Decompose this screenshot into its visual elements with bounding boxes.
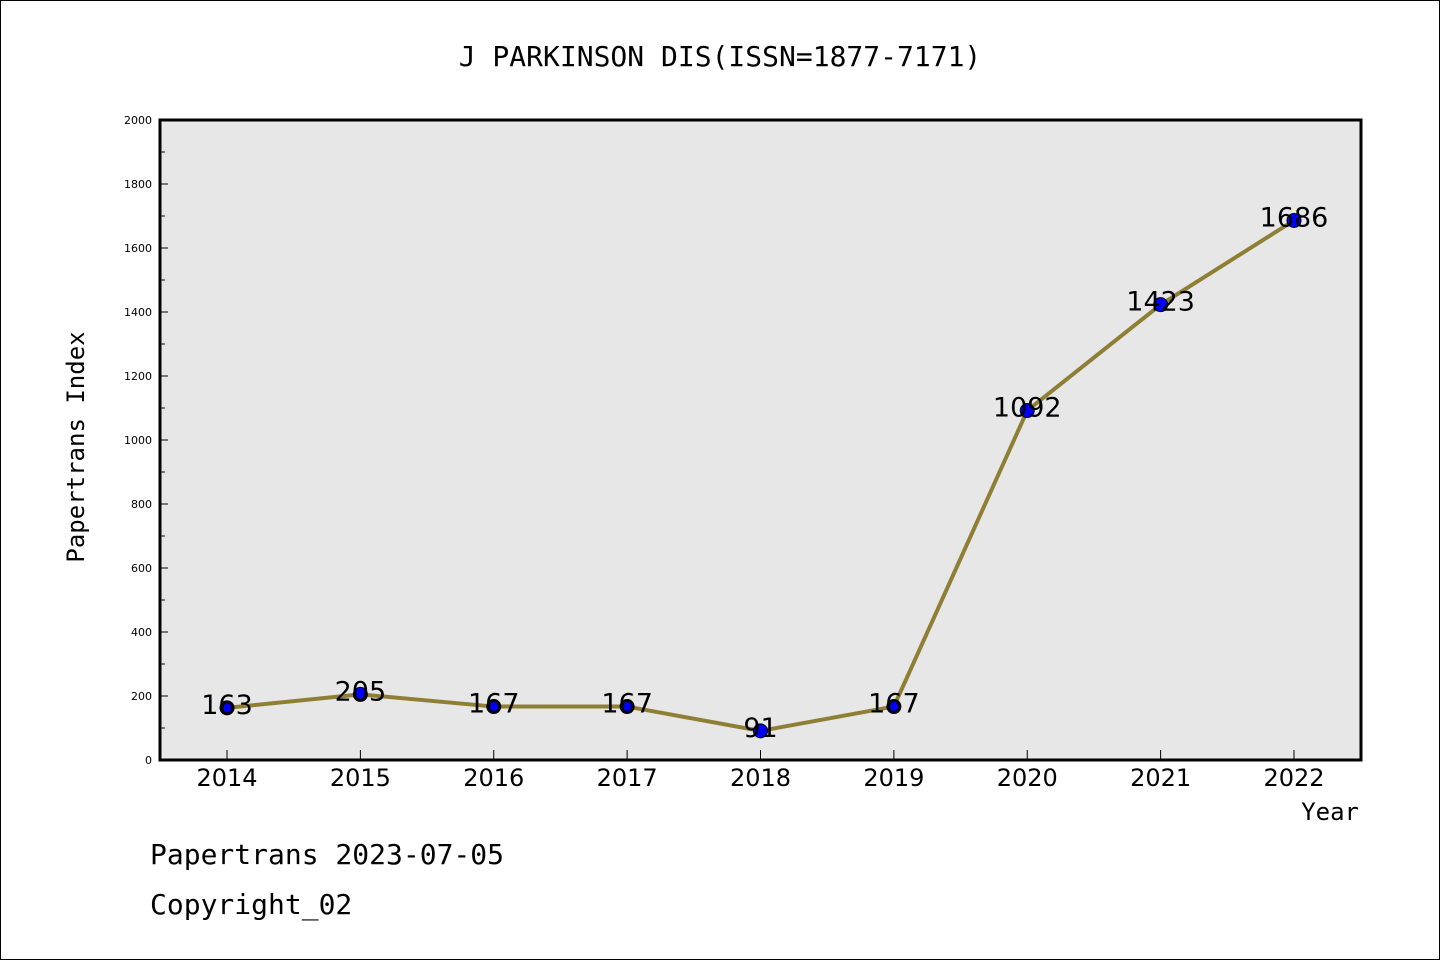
series-group	[219, 212, 1302, 739]
data-label: 167	[868, 689, 920, 720]
y-tick-label: 2000	[124, 114, 152, 127]
y-tick-label: 1000	[124, 434, 152, 447]
data-point	[352, 686, 368, 702]
y-tick-label: 1200	[124, 370, 152, 383]
footer-copyright: Copyright_02	[150, 888, 352, 922]
y-tick-label: 200	[131, 690, 152, 703]
x-axis: 2014 2015 2016 2017 2018 2019 2020 2021 2022	[196, 750, 1325, 792]
y-tick-label: 1600	[124, 242, 152, 255]
data-label: 167	[468, 689, 520, 720]
y-tick-label: 1400	[124, 306, 152, 319]
x-tick-label: 2022	[1263, 764, 1324, 792]
y-tick-label: 400	[131, 626, 152, 639]
x-tick-label: 2018	[730, 764, 791, 792]
x-tick-label: 2016	[463, 764, 524, 792]
plot-area	[158, 118, 1363, 762]
data-point	[753, 723, 768, 739]
data-point	[1019, 403, 1035, 419]
y-tick-label: 800	[131, 498, 152, 511]
y-axis: 0 200 400 600 800 1000 1200 1400 1600 1800 2000	[124, 114, 168, 767]
data-label: 91	[743, 713, 777, 744]
data-label-group: 163 205 167 167 91 167 1092 1423 1686	[201, 202, 1328, 743]
footer-date: Papertrans 2023-07-05	[150, 838, 504, 871]
data-point	[1153, 297, 1169, 313]
data-label: 167	[601, 689, 653, 720]
data-point	[886, 699, 902, 715]
x-tick-label: 2017	[597, 764, 658, 792]
data-label: 163	[201, 690, 253, 721]
y-tick-label: 0	[145, 754, 152, 767]
y-tick-label: 1800	[124, 178, 152, 191]
x-tick-label: 2020	[997, 764, 1058, 792]
data-point	[219, 700, 235, 716]
y-tick-label: 600	[131, 562, 152, 575]
data-point	[1286, 212, 1302, 228]
data-label: 1423	[1126, 287, 1195, 318]
data-label: 1092	[993, 393, 1062, 424]
data-label: 205	[335, 676, 387, 707]
x-axis-title: Year	[1301, 798, 1359, 826]
data-label: 1686	[1260, 202, 1329, 233]
chart-title: J PARKINSON DIS(ISSN=1877-7171)	[459, 40, 982, 73]
x-tick-label: 2014	[196, 764, 257, 792]
x-tick-label: 2019	[863, 764, 924, 792]
data-point	[486, 699, 502, 715]
x-tick-label: 2021	[1130, 764, 1191, 792]
x-tick-label: 2015	[330, 764, 391, 792]
y-axis-title: Papertrans Index	[62, 331, 90, 562]
data-point	[619, 699, 635, 715]
